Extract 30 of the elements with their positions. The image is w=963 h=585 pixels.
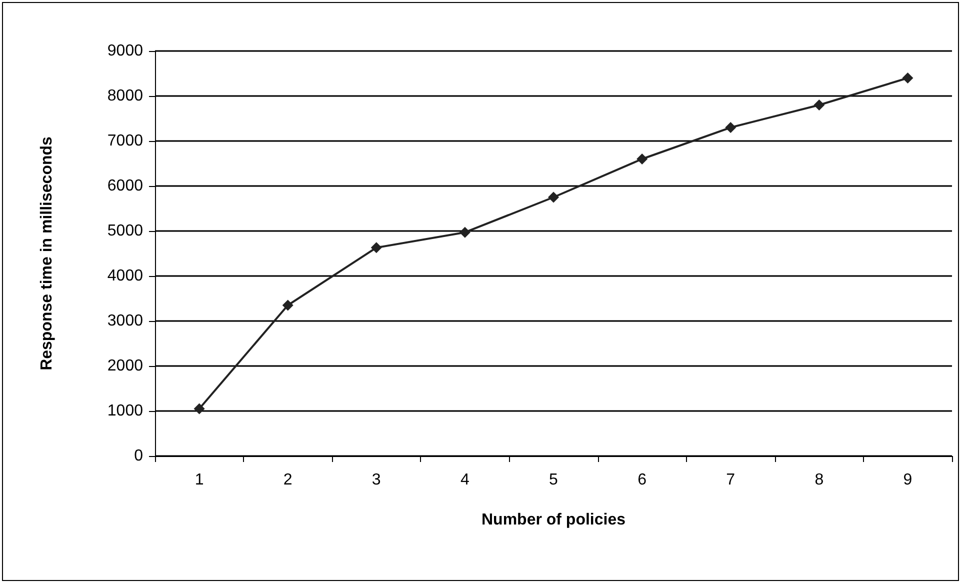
y-tick-label: 7000 [107, 132, 144, 150]
point [194, 403, 205, 414]
x-tick-label: 3 [372, 472, 381, 488]
x-tick-label: 7 [726, 472, 736, 488]
point [370, 242, 382, 254]
point [902, 72, 914, 84]
y-tick-label: 1000 [107, 402, 144, 420]
x-tick-label: 9 [903, 472, 912, 488]
y-tick-label: 9000 [107, 42, 144, 60]
x-axis-title: Number of policies [481, 512, 626, 528]
y-tick-label: 8000 [107, 88, 144, 104]
x-tick-label: 1 [194, 472, 204, 488]
point [548, 192, 559, 203]
x-tick-label: 6 [638, 472, 647, 488]
y-tick-label: 0 [134, 448, 144, 464]
x-tick-label: 4 [460, 472, 470, 488]
point [459, 226, 470, 238]
x-tick-label: 5 [549, 472, 558, 488]
y-tick-label: 5000 [107, 222, 144, 240]
x-tick-label: 8 [814, 472, 824, 488]
y-tick-label: 6000 [107, 178, 144, 194]
y-tick-label: 4000 [107, 268, 144, 284]
point [725, 122, 736, 133]
point [636, 154, 648, 164]
point [814, 100, 825, 110]
point [282, 300, 294, 311]
y-tick-label: 2000 [107, 358, 144, 374]
x-tick-label: 2 [283, 472, 292, 488]
y-tick-label: 3000 [107, 312, 144, 330]
y-axis-title: Response time in milliseconds [38, 136, 56, 370]
